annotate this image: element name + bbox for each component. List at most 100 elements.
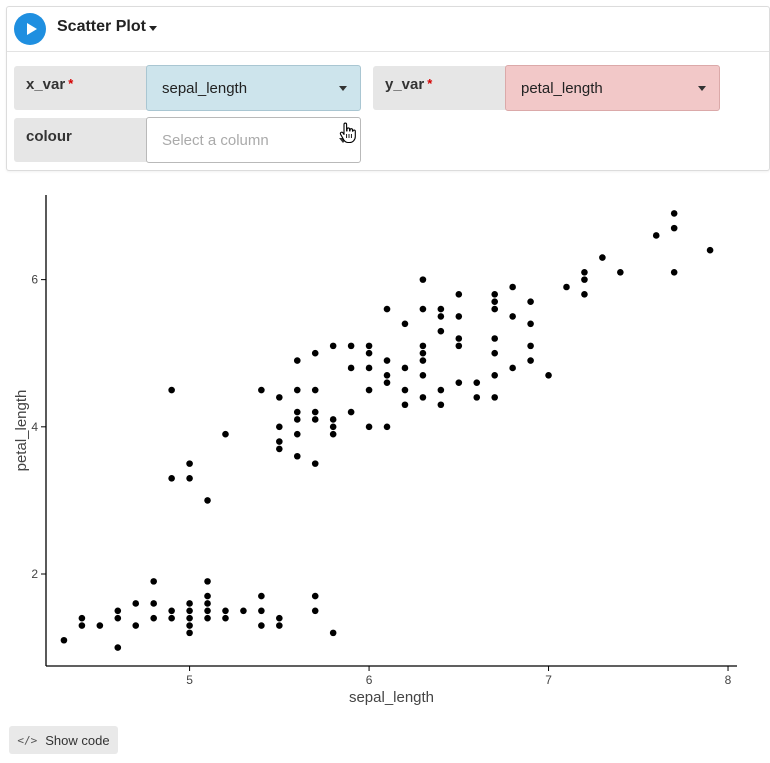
data-point <box>581 276 588 283</box>
data-point <box>311 386 319 394</box>
show-code-button[interactable]: </> Show code <box>9 726 118 754</box>
data-point <box>276 622 283 629</box>
run-button[interactable] <box>14 13 46 45</box>
data-point <box>168 475 175 482</box>
colour-label-text: colour <box>26 128 72 145</box>
data-point <box>60 636 68 644</box>
y-var-select[interactable]: petal_length <box>505 65 720 111</box>
data-point <box>293 386 301 394</box>
data-point <box>599 254 606 261</box>
data-point <box>473 379 481 386</box>
data-point <box>437 313 445 320</box>
data-point <box>365 386 373 394</box>
data-point <box>455 335 463 342</box>
data-point <box>365 349 373 357</box>
colour-placeholder: Select a column <box>162 131 269 149</box>
data-point <box>383 357 391 364</box>
data-point <box>670 210 678 217</box>
data-point <box>419 342 427 350</box>
colour-select[interactable]: Select a column <box>146 117 361 163</box>
required-mark: * <box>427 76 433 91</box>
show-code-label: Show code <box>45 732 110 748</box>
data-point <box>419 349 427 357</box>
data-point <box>491 372 499 379</box>
x-var-select[interactable]: sepal_length <box>146 65 361 111</box>
y-ticks: 2 4 6 <box>31 273 46 581</box>
data-point <box>383 379 391 386</box>
y-axis-label: petal_length <box>13 390 30 472</box>
data-point <box>491 291 499 298</box>
y-var-label: y_var * <box>373 66 507 110</box>
data-point <box>509 313 516 320</box>
data-point <box>311 416 319 423</box>
data-point <box>293 408 301 416</box>
panel-header: Scatter Plot <box>7 7 769 52</box>
data-point <box>383 423 391 431</box>
data-point <box>670 224 678 232</box>
data-point <box>204 592 211 600</box>
data-point <box>186 600 193 607</box>
data-point <box>455 291 463 298</box>
x-ticks: 5 6 7 8 <box>186 666 732 687</box>
plot-type-dropdown[interactable]: Scatter Plot <box>57 18 157 36</box>
code-icon: </> <box>17 733 38 747</box>
data-point <box>114 644 122 651</box>
required-mark: * <box>68 76 74 91</box>
data-point <box>563 283 570 291</box>
x-tick-label: 5 <box>186 673 193 687</box>
data-point <box>276 438 283 445</box>
data-point <box>258 607 265 615</box>
data-point <box>670 268 678 276</box>
data-point <box>132 622 140 629</box>
data-point <box>276 445 283 453</box>
colour-label: colour <box>14 118 148 162</box>
data-point <box>293 357 301 364</box>
data-point <box>204 497 211 504</box>
data-point <box>347 408 355 416</box>
data-point <box>186 614 193 622</box>
data-point <box>401 386 409 394</box>
x-tick-label: 6 <box>366 673 373 687</box>
data-point <box>527 320 534 328</box>
data-point <box>401 364 409 372</box>
data-point <box>347 342 355 350</box>
data-point <box>276 614 283 622</box>
data-point <box>311 408 319 416</box>
y-var-label-text: y_var <box>385 76 425 93</box>
data-point <box>168 607 175 615</box>
data-point <box>545 372 552 379</box>
data-point <box>186 622 193 629</box>
data-point <box>329 629 337 637</box>
data-point <box>365 364 373 372</box>
data-point <box>365 342 373 350</box>
data-point <box>186 460 193 467</box>
chevron-down-icon <box>698 86 706 91</box>
data-point <box>114 614 122 622</box>
data-point <box>293 430 301 438</box>
data-point <box>329 342 337 350</box>
data-point <box>527 342 534 350</box>
data-point <box>527 357 534 364</box>
chevron-down-icon <box>148 25 157 31</box>
data-point <box>311 592 319 600</box>
data-point <box>258 622 265 629</box>
x-var-label-text: x_var <box>26 76 66 93</box>
y-tick-label: 4 <box>31 420 38 434</box>
data-point <box>150 578 157 585</box>
data-point <box>276 394 283 401</box>
data-point <box>329 416 337 423</box>
play-icon <box>26 23 37 35</box>
data-point <box>293 416 301 423</box>
data-point <box>258 386 265 394</box>
data-point <box>437 386 445 394</box>
data-point <box>168 614 175 622</box>
data-point <box>419 372 427 379</box>
x-axis-label: sepal_length <box>349 689 434 706</box>
data-point <box>329 430 337 438</box>
data-point <box>311 607 319 615</box>
data-point <box>168 386 175 394</box>
data-point <box>437 305 445 313</box>
data-point <box>365 423 373 431</box>
data-point <box>706 246 714 254</box>
data-point <box>78 622 86 629</box>
